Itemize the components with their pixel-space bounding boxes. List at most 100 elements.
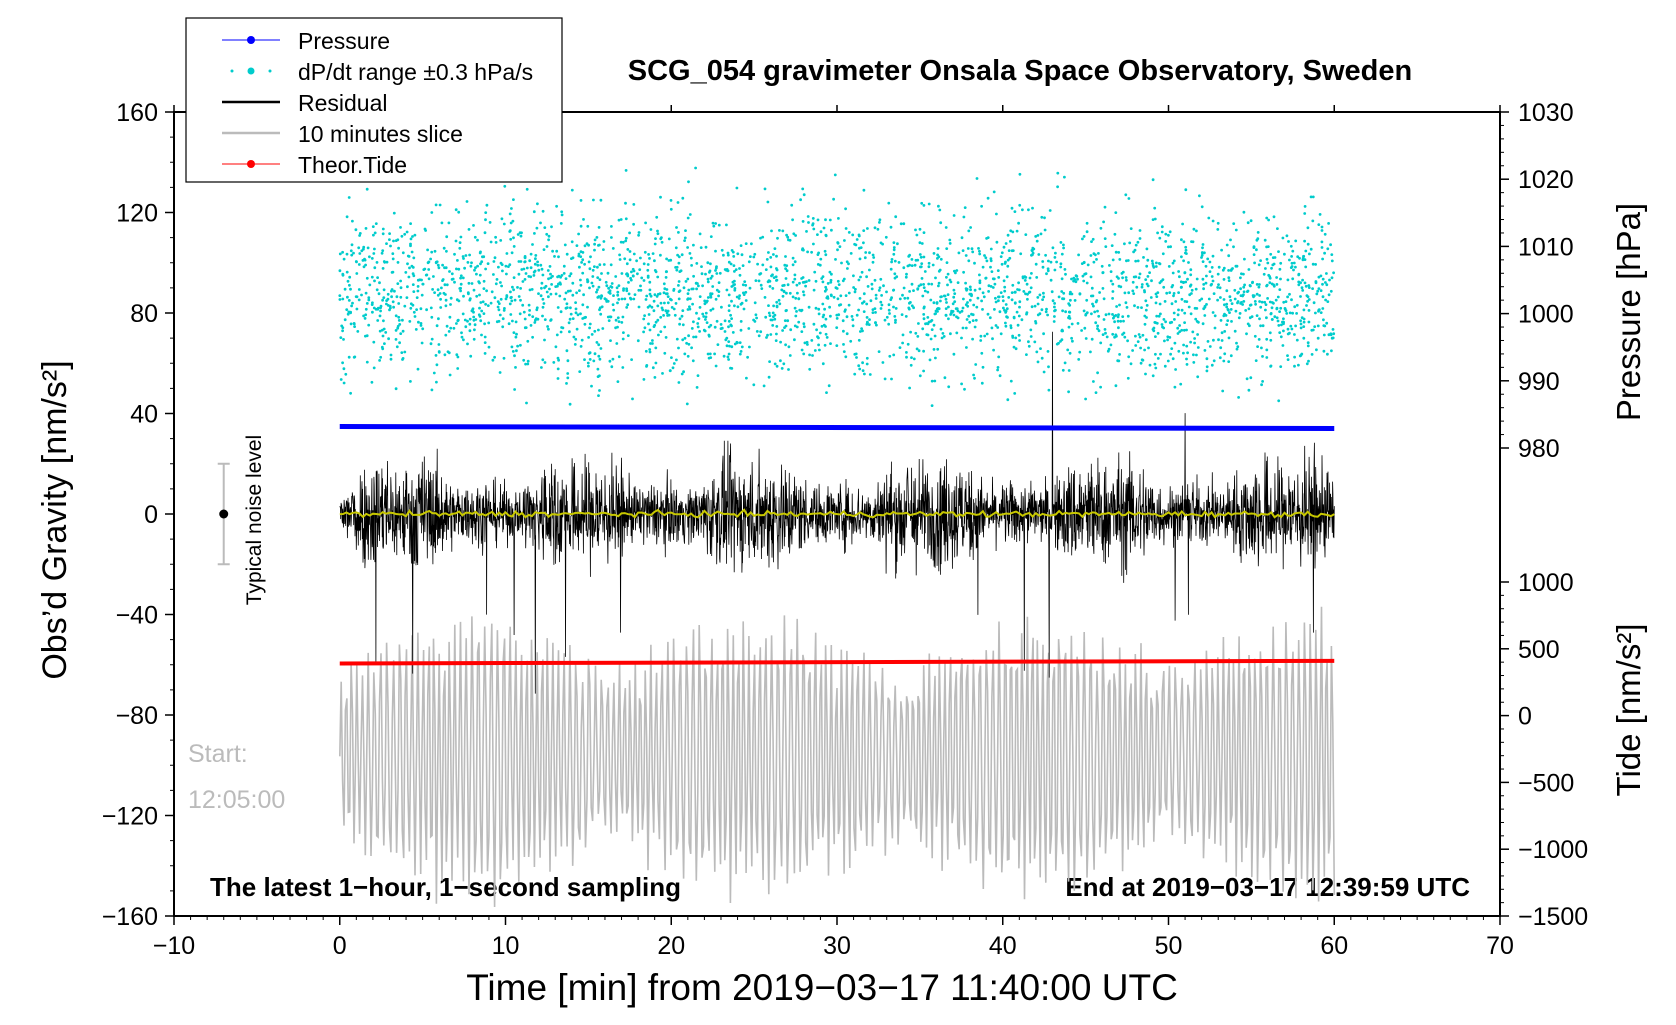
dpdt-point [775,332,778,336]
dpdt-point [578,370,582,373]
dpdt-point [536,260,539,264]
dpdt-point [1149,296,1153,299]
dpdt-point [1294,239,1298,243]
dpdt-point [861,329,864,333]
dpdt-point [599,347,603,350]
dpdt-point [339,336,343,339]
dpdt-point [862,292,866,296]
y-tick-label: −40 [116,602,158,630]
dpdt-point [570,240,574,244]
dpdt-point [1081,237,1084,241]
dpdt-point [1002,306,1005,310]
dpdt-point [532,274,536,277]
dpdt-point [1042,332,1045,336]
dpdt-point [1026,292,1029,296]
dpdt-point [540,267,544,271]
dpdt-point [381,249,385,253]
dpdt-point [628,250,632,253]
dpdt-point [930,404,934,407]
dpdt-point [1248,284,1252,287]
dpdt-point [486,262,490,265]
dpdt-point [525,266,529,270]
dpdt-point [878,221,881,224]
dpdt-point [401,358,404,361]
dpdt-point [1022,290,1026,293]
dpdt-point [662,314,665,317]
dpdt-point [607,286,610,290]
dpdt-point [1268,300,1272,304]
dpdt-point [622,331,625,334]
dpdt-point [1173,318,1176,321]
dpdt-point [1312,301,1316,305]
dpdt-point [389,244,392,248]
dpdt-point [902,222,906,226]
dpdt-point [632,222,635,226]
dpdt-point [648,328,652,332]
dpdt-point [404,271,408,274]
dpdt-point [1285,234,1289,238]
dpdt-point [902,266,906,270]
dpdt-point [1139,361,1143,365]
dpdt-point [656,275,660,279]
dpdt-point [1201,251,1204,255]
dpdt-point [389,353,393,357]
dpdt-point [382,288,386,292]
dpdt-point [582,293,585,297]
dpdt-point [680,314,684,318]
dpdt-point [383,342,386,345]
dpdt-point [627,281,630,284]
dpdt-point [659,315,663,319]
dpdt-point [458,287,462,290]
dpdt-point [1169,352,1172,356]
dpdt-point [916,287,920,291]
dpdt-point [767,251,770,254]
bottom-right-annotation: End at 2019−03−17 12:39:59 UTC [1065,872,1470,902]
dpdt-point [862,229,866,233]
dpdt-point [651,252,655,256]
dpdt-point [668,369,672,372]
dpdt-point [875,323,878,327]
dpdt-point [452,326,456,330]
dpdt-point [380,251,384,255]
dpdt-point [667,237,671,241]
dpdt-point [1221,268,1225,272]
dpdt-point [952,214,956,217]
dpdt-point [781,284,785,287]
plot-area [338,166,1336,908]
dpdt-point [364,227,368,230]
dpdt-point [1211,279,1215,283]
dpdt-point [500,263,504,266]
dpdt-point [391,257,395,261]
dpdt-point [396,261,400,264]
dpdt-point [357,263,361,266]
dpdt-point [663,351,667,355]
dpdt-point [1282,317,1285,321]
dpdt-point [1330,276,1334,280]
dpdt-point [553,255,556,258]
dpdt-point [342,367,346,371]
dpdt-point [1260,346,1263,350]
dpdt-point [904,315,908,318]
dpdt-point [586,305,589,309]
dpdt-point [347,355,351,359]
dpdt-point [1227,276,1231,280]
dpdt-point [733,270,736,273]
dpdt-point [1082,279,1086,283]
dpdt-point [1257,338,1261,341]
dpdt-point [684,280,688,283]
dpdt-point [427,277,431,281]
dpdt-point [865,316,869,319]
dpdt-point [915,233,919,237]
dpdt-point [1046,313,1049,317]
dpdt-point [935,301,939,304]
dpdt-point [1033,340,1037,344]
dpdt-point [1239,287,1242,291]
dpdt-point [1090,286,1094,290]
dpdt-point [707,325,711,329]
dpdt-point [1313,325,1317,328]
dpdt-point [600,294,603,297]
dpdt-point [1080,329,1083,332]
dpdt-point [674,302,678,305]
dpdt-point [480,333,483,337]
dpdt-point [1245,377,1249,381]
